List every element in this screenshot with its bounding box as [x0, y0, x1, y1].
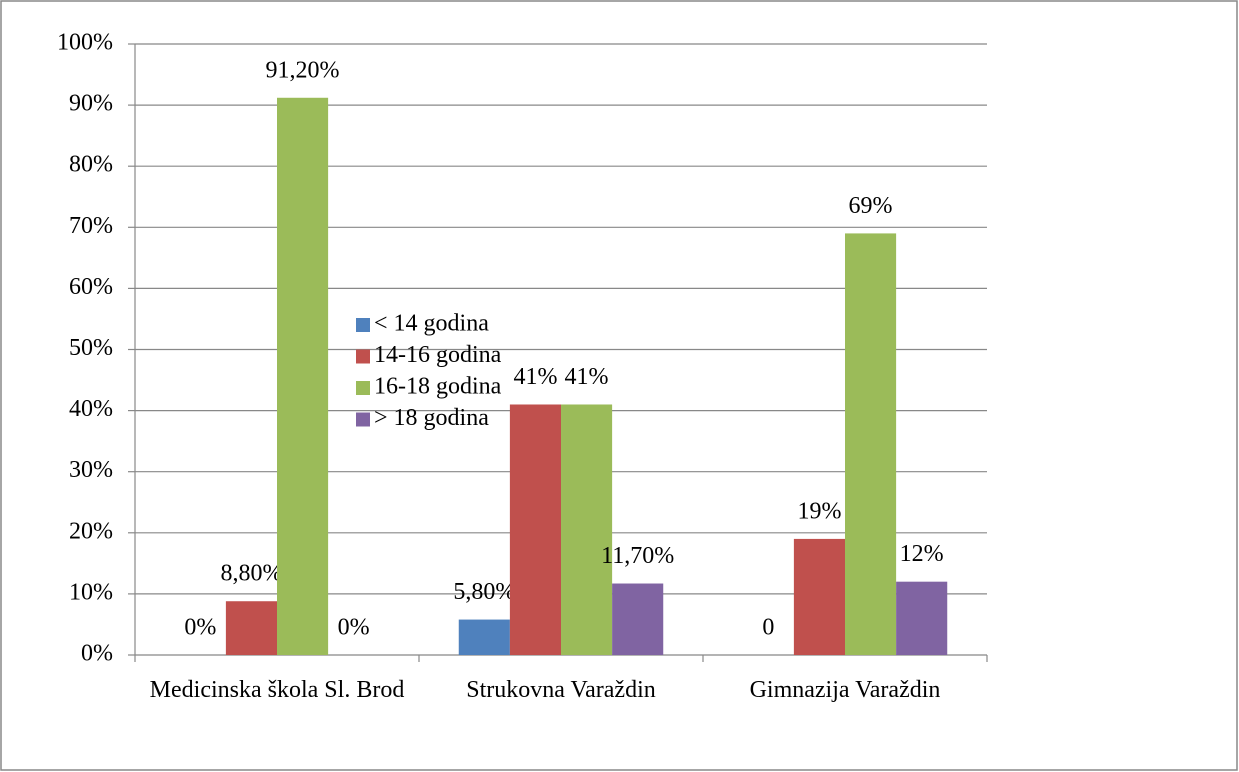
y-tick-label: 60% [69, 274, 113, 300]
legend-label: < 14 godina [374, 311, 489, 337]
legend-label: 14-16 godina [374, 342, 502, 368]
data-label: 0 [762, 615, 774, 641]
data-label: 12% [900, 541, 944, 567]
data-label: 91,20% [266, 57, 340, 83]
bar [896, 581, 948, 655]
bar [612, 583, 664, 655]
data-label: 11,70% [601, 543, 674, 569]
y-tick-label: 0% [81, 641, 113, 667]
bar [845, 233, 897, 655]
bar [793, 538, 845, 655]
legend-swatch [356, 318, 370, 332]
bar [509, 404, 561, 655]
bar [561, 404, 613, 655]
legend-label: 16-18 godina [374, 374, 502, 400]
x-tick-label: Medicinska škola Sl. Brod [149, 677, 405, 703]
y-tick-label: 100% [57, 30, 113, 56]
y-tick-label: 20% [69, 518, 113, 544]
y-tick-label: 80% [69, 152, 113, 178]
bar [277, 97, 329, 655]
legend-swatch [356, 349, 370, 364]
data-label: 0% [184, 615, 216, 641]
data-label: 19% [797, 498, 841, 524]
data-label: 8,80% [220, 561, 282, 587]
data-label: 0% [338, 615, 370, 641]
bar [458, 619, 510, 655]
y-tick-label: 50% [69, 335, 113, 361]
y-tick-label: 30% [69, 457, 113, 483]
data-label: 41% [565, 364, 609, 390]
x-tick-label: Strukovna Varaždin [466, 677, 656, 703]
legend-swatch [356, 381, 370, 395]
x-tick-label: Gimnazija Varaždin [749, 677, 941, 703]
y-tick-label: 90% [69, 91, 113, 117]
data-label: 41% [513, 364, 557, 390]
legend-swatch [356, 412, 370, 427]
data-label: 5,80% [453, 579, 515, 605]
data-label: 69% [849, 193, 893, 219]
bar [225, 601, 277, 655]
y-tick-label: 10% [69, 579, 113, 605]
y-tick-label: 70% [69, 213, 113, 239]
y-tick-label: 40% [69, 396, 113, 422]
legend-label: > 18 godina [374, 405, 489, 431]
